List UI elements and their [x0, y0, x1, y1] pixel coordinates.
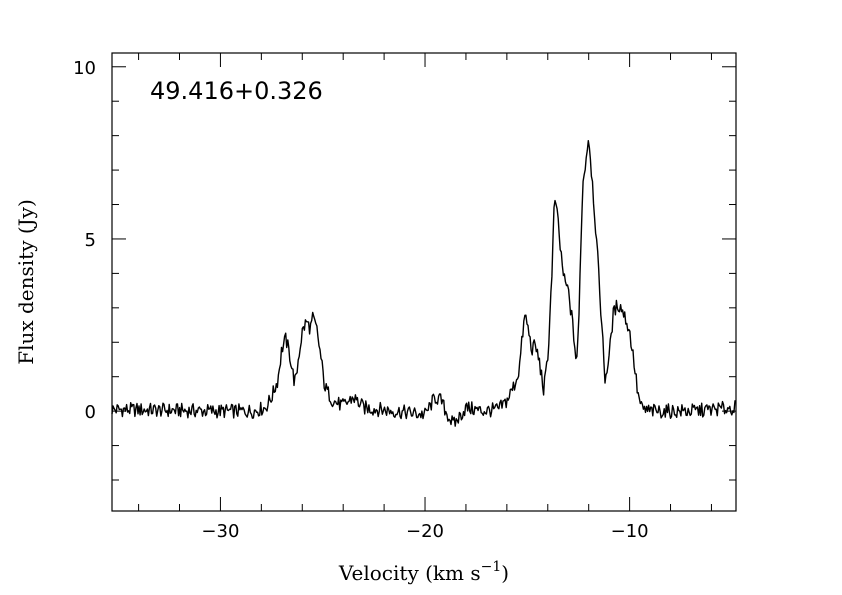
axis-tick-labels: −30 −20 −10 0 5 10	[73, 58, 649, 542]
y-axis-label: Flux density (Jy)	[14, 199, 38, 365]
x-axis-label-close: )	[501, 561, 509, 585]
y-tick-label: 0	[85, 402, 96, 423]
x-axis-label-exponent: −1	[481, 559, 502, 575]
x-axis-label-main: Velocity (km s	[338, 561, 481, 585]
x-tick-label: −30	[201, 521, 239, 542]
x-tick-label: −20	[406, 521, 444, 542]
axis-ticks	[112, 53, 736, 511]
x-axis-label: Velocity (km s−1)	[338, 559, 509, 585]
spectrum-line	[111, 140, 737, 427]
x-tick-label: −10	[611, 521, 649, 542]
y-tick-label: 10	[73, 58, 96, 79]
y-tick-label: 5	[85, 230, 96, 251]
plot-frame	[111, 52, 737, 512]
source-name-label: 49.416+0.326	[150, 77, 323, 105]
